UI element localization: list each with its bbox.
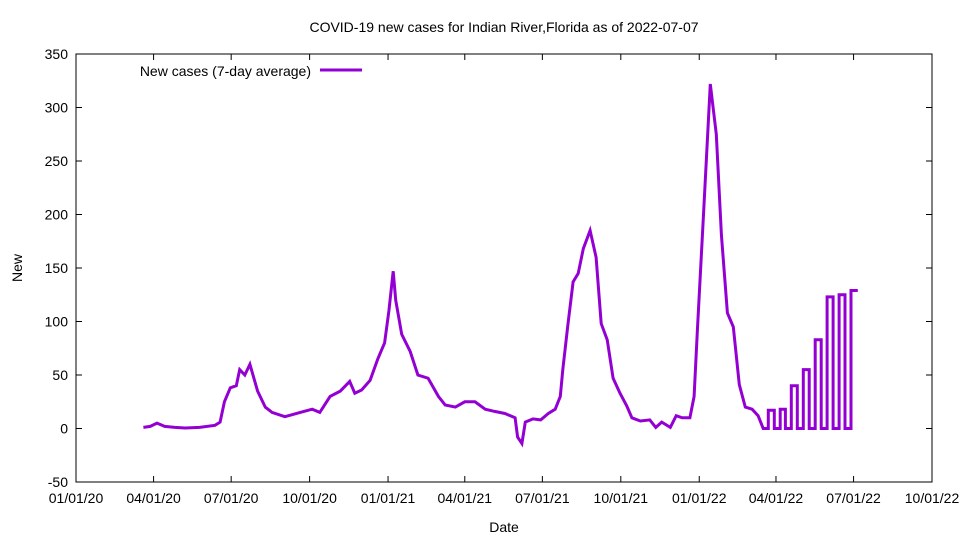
y-tick-label: 100 — [45, 314, 69, 330]
x-tick-label: 10/01/21 — [594, 490, 649, 506]
x-tick-label: 07/01/20 — [204, 490, 259, 506]
x-tick-label: 07/01/22 — [826, 490, 881, 506]
legend: New cases (7-day average) — [140, 63, 362, 79]
x-tick-label: 04/01/21 — [438, 490, 493, 506]
x-tick-label: 01/01/22 — [672, 490, 727, 506]
y-tick-label: 350 — [45, 46, 69, 62]
y-tick-label: 50 — [52, 367, 68, 383]
y-tick-label: 150 — [45, 260, 69, 276]
y-tick-label: 250 — [45, 153, 69, 169]
x-tick-label: 04/01/20 — [126, 490, 181, 506]
y-tick-label: 300 — [45, 100, 69, 116]
x-tick-label: 10/01/20 — [282, 490, 337, 506]
x-tick-label: 10/01/22 — [905, 490, 960, 506]
x-axis: 01/01/20 04/01/20 07/01/20 10/01/20 01/01/21… — [49, 54, 960, 506]
y-axis: -50 0 50 100 150 200 250 300 350 — [45, 46, 932, 490]
y-tick-label: -50 — [48, 474, 68, 490]
chart-title: COVID-19 new cases for Indian River,Flor… — [309, 19, 698, 35]
y-tick-label: 200 — [45, 207, 69, 223]
x-tick-label: 04/01/22 — [749, 490, 804, 506]
y-tick-label: 0 — [60, 421, 68, 437]
x-tick-label: 01/01/21 — [361, 490, 416, 506]
plot-frame — [75, 53, 933, 483]
series-line-new-cases — [143, 83, 858, 448]
x-tick-label: 01/01/20 — [49, 490, 104, 506]
x-axis-label: Date — [489, 519, 519, 535]
x-tick-label: 07/01/21 — [515, 490, 570, 506]
y-axis-label: New — [9, 253, 25, 282]
legend-label: New cases (7-day average) — [140, 63, 311, 79]
